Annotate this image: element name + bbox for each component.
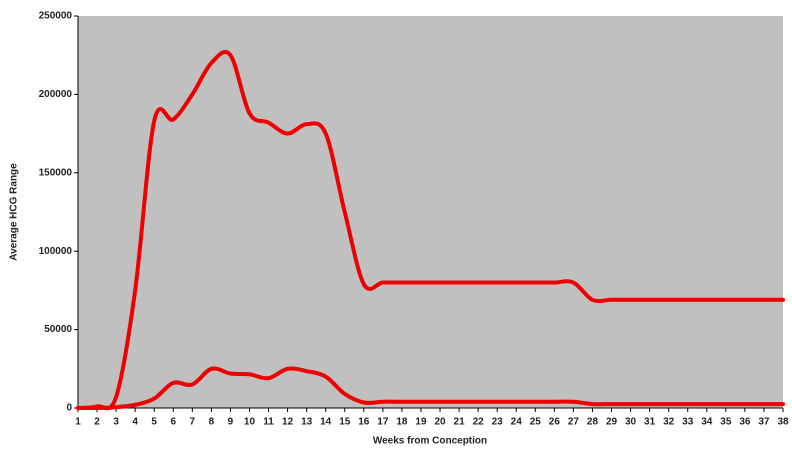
x-tick-label: 33 <box>682 417 694 428</box>
x-tick-label: 7 <box>190 417 196 428</box>
x-tick-label: 25 <box>530 417 542 428</box>
x-tick-label: 1 <box>75 417 81 428</box>
x-tick-label: 29 <box>606 417 618 428</box>
x-tick-label: 9 <box>228 417 234 428</box>
x-tick-label: 28 <box>587 417 599 428</box>
y-tick-label: 150000 <box>39 167 73 178</box>
x-tick-label: 32 <box>663 417 675 428</box>
x-tick-label: 23 <box>492 417 504 428</box>
x-tick-label: 13 <box>301 417 313 428</box>
x-tick-label: 10 <box>244 417 256 428</box>
x-tick-label: 15 <box>339 417 351 428</box>
x-tick-label: 38 <box>777 417 789 428</box>
plot-area <box>78 16 783 408</box>
line <box>76 49 785 411</box>
y-tick-label: 50000 <box>44 324 72 335</box>
y-tick-label: 100000 <box>39 246 73 257</box>
x-tick-label: 2 <box>94 417 100 428</box>
x-tick-label: 16 <box>358 417 370 428</box>
x-tick-label: 19 <box>415 417 427 428</box>
x-tick-label: 3 <box>113 417 119 428</box>
x-tick-label: 20 <box>434 417 446 428</box>
x-tick-label: 11 <box>263 417 274 428</box>
x-tick-label: 17 <box>377 417 389 428</box>
x-axis-title: Weeks from Conception <box>373 436 487 447</box>
x-tick-label: 8 <box>209 417 215 428</box>
x-tick-label: 24 <box>511 417 523 428</box>
y-tick-label: 200000 <box>39 89 73 100</box>
x-tick-label: 31 <box>644 417 656 428</box>
x-tick-label: 26 <box>549 417 561 428</box>
x-tick-label: 14 <box>320 417 332 428</box>
y-tick-label: 250000 <box>39 11 73 22</box>
y-tick-label: 0 <box>66 403 72 414</box>
x-tick-label: 35 <box>720 417 732 428</box>
x-tick-label: 22 <box>473 417 485 428</box>
x-tick-label: 18 <box>396 417 408 428</box>
x-tick-label: 30 <box>625 417 637 428</box>
x-tick-label: 36 <box>739 417 751 428</box>
x-tick-label: 5 <box>151 417 157 428</box>
x-tick-label: 27 <box>568 417 580 428</box>
line <box>76 366 785 411</box>
x-tick-label: 21 <box>454 417 466 428</box>
x-tick-label: 12 <box>282 417 294 428</box>
x-tick-label: 37 <box>758 417 770 428</box>
x-tick-label: 34 <box>701 417 713 428</box>
x-tick-label: 4 <box>132 417 138 428</box>
y-axis-title: Average HCG Range <box>9 163 20 261</box>
x-tick-label: 6 <box>170 417 176 428</box>
